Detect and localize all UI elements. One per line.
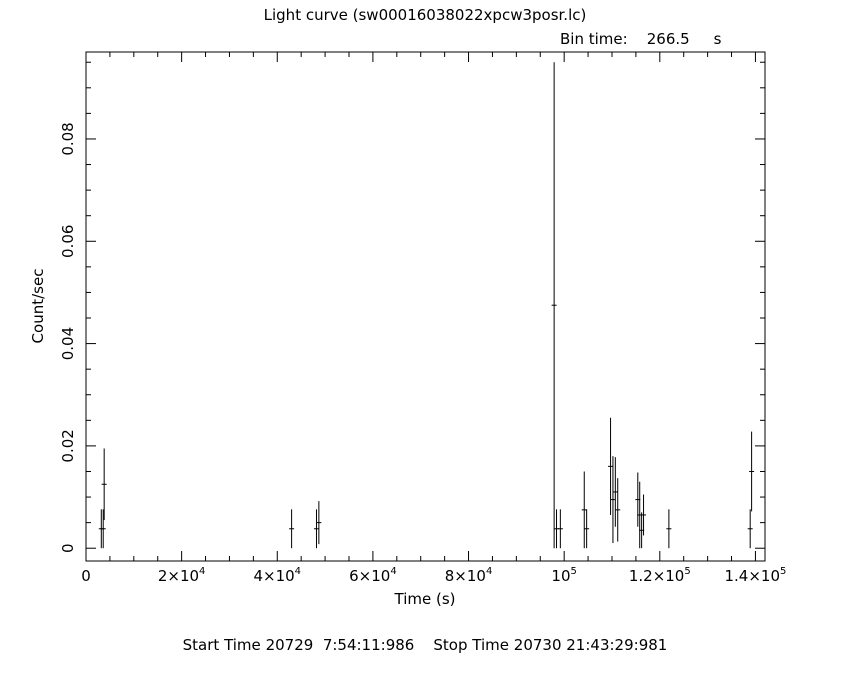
y-tick-label: 0.04 [59,327,77,360]
bin-time-unit: s [713,30,722,48]
data-point [749,431,755,512]
chart-title: Light curve (sw00016038022xpcw3posr.lc) [263,6,587,24]
data-point [615,478,621,542]
stop-time-label: Stop Time [433,636,509,654]
x-tick-label: 1.4×105 [724,566,786,585]
data-series [98,62,755,549]
data-point [551,62,557,549]
plot-border [85,51,766,562]
data-point [608,417,614,515]
y-axis-ticks: 0 0.02 0.04 0.06 0.08 [59,61,765,553]
data-point [610,456,616,544]
y-tick-label: 0.06 [59,225,77,258]
data-point [641,494,647,536]
x-tick-label: 0 [81,567,91,585]
x-tick-label: 105 [551,566,576,585]
y-tick-label: 0.02 [59,429,77,462]
bin-time-label: Bin time: [560,30,628,48]
data-point [313,509,319,549]
data-point [101,448,107,521]
x-axis-label: Time (s) [394,590,456,608]
data-point [584,509,590,549]
x-tick-label: 6×104 [349,566,397,585]
start-time-value: 20729 7:54:11:986 [265,636,415,654]
data-point [289,509,295,549]
x-tick-label: 1.2×105 [629,566,691,585]
data-point [666,509,672,549]
x-tick-label: 8×104 [445,566,493,585]
plot-frame [85,51,766,562]
start-time-label: Start Time [182,636,261,654]
stop-time-value: 20730 21:43:29:981 [513,636,668,654]
data-point [557,509,563,549]
x-tick-label: 2×104 [158,566,206,585]
x-tick-label: 4×104 [253,566,301,585]
data-point [612,457,618,527]
data-point [316,501,322,545]
data-point [581,471,587,549]
y-tick-label: 0.08 [59,122,77,155]
data-point [100,509,106,549]
x-axis-ticks: 0 2×104 4×104 6×104 8×104 105 1.2×105 1.4×105 [81,52,786,585]
y-axis-label: Count/sec [29,269,47,344]
bin-time: Bin time: 266.5 s [560,30,721,48]
y-tick-label: 0 [59,543,77,553]
bin-time-value: 266.5 [646,30,690,48]
time-range-footer: Start Time 20729 7:54:11:986 Stop Time 2… [0,636,850,654]
data-point [747,509,753,549]
